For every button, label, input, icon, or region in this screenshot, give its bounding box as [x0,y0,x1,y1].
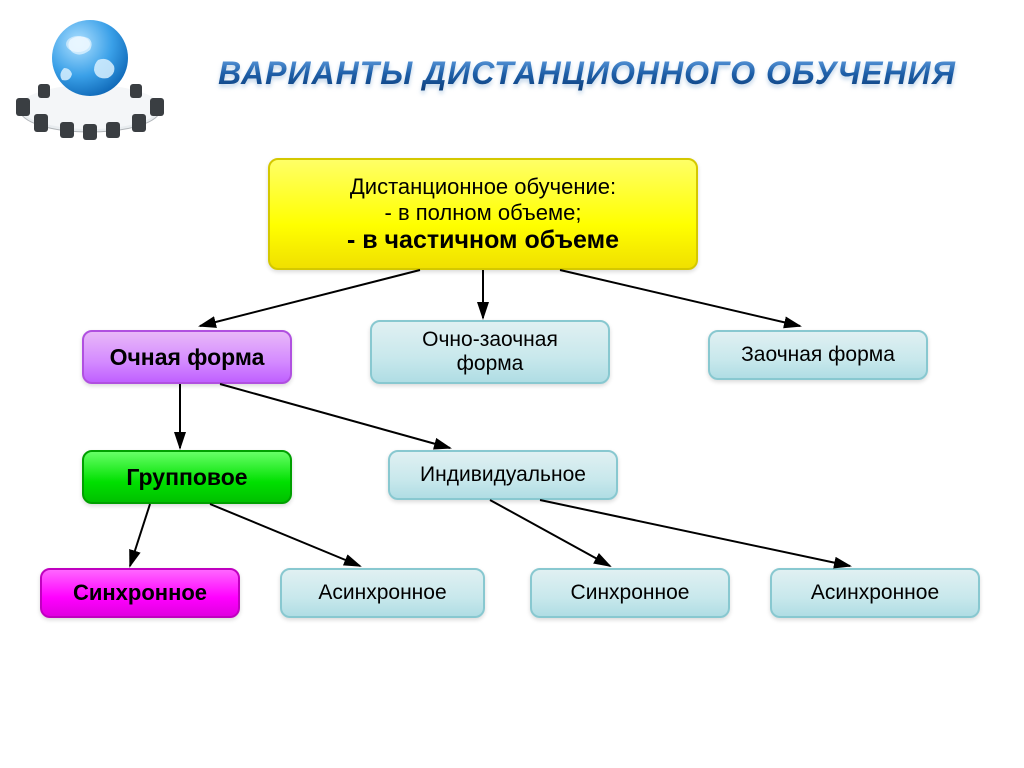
node-sync-1: Синхронное [40,568,240,618]
node-individualnoe: Индивидуальное [388,450,618,500]
node-async-1: Асинхронное [280,568,485,618]
label: Индивидуальное [420,463,586,487]
label: Синхронное [571,581,690,605]
label: Асинхронное [811,581,939,605]
logo-globe-table [10,10,170,140]
node-root: Дистанционное обучение: - в полном объем… [268,158,698,270]
label: Очная форма [110,344,265,371]
label: Очно-заочная форма [388,328,592,376]
label: Групповое [126,464,247,491]
slide-title: ВАРИАНТЫ ДИСТАНЦИОННОГО ОБУЧЕНИЯ [170,55,1004,92]
node-sync-2: Синхронное [530,568,730,618]
node-ochno-zaochnaya: Очно-заочная форма [370,320,610,384]
label: Синхронное [73,580,207,606]
label: Заочная форма [741,343,895,367]
node-zaochnaya: Заочная форма [708,330,928,380]
node-ochnaya: Очная форма [82,330,292,384]
root-line3: - в частичном объеме [347,226,619,255]
node-async-2: Асинхронное [770,568,980,618]
node-gruppovoe: Групповое [82,450,292,504]
root-line2: - в полном объеме; [385,200,582,226]
label: Асинхронное [318,581,446,605]
root-line1: Дистанционное обучение: [350,174,616,200]
